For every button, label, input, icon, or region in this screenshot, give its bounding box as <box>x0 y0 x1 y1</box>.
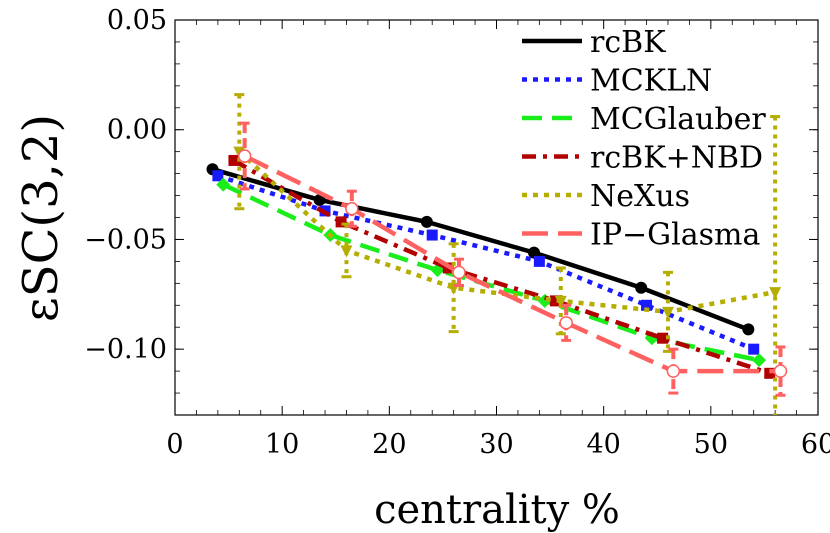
data-point <box>345 201 359 216</box>
legend-label: NeXus <box>590 179 690 214</box>
data-point <box>528 246 541 259</box>
series-nexus <box>233 93 782 415</box>
legend-label: IP−Glasma <box>590 218 760 253</box>
legend-label: rcBK <box>590 25 666 60</box>
data-point <box>335 216 347 228</box>
data-point <box>661 306 674 319</box>
x-tick-label: 30 <box>479 429 513 460</box>
tick-labels: 0 10 20 30 40 50 60 0.05 0.00 −0.05 −0.10 <box>84 5 830 460</box>
series-line <box>217 173 755 352</box>
y-tick-label: 0.05 <box>107 5 167 36</box>
series-layer <box>206 93 788 415</box>
legend-label: MCGlauber <box>590 102 766 137</box>
data-point <box>657 332 669 344</box>
data-point <box>635 281 648 294</box>
x-tick-label: 50 <box>694 429 728 460</box>
data-point <box>752 353 767 368</box>
y-tick-label: −0.05 <box>84 224 167 255</box>
data-point <box>554 295 567 308</box>
data-point <box>426 229 438 241</box>
x-axis-title: centrality % <box>374 487 620 533</box>
data-point <box>533 255 545 267</box>
x-tick-label: 20 <box>372 429 406 460</box>
x-tick-label: 40 <box>586 429 620 460</box>
series-ip-glasma <box>237 121 788 397</box>
y-axis-title: εSC(3,2) <box>13 114 69 322</box>
data-point <box>748 343 760 355</box>
data-point <box>549 295 561 307</box>
series-line <box>232 158 771 376</box>
data-point <box>340 245 353 258</box>
data-point <box>420 215 433 228</box>
data-point <box>452 265 466 280</box>
y-tick-label: −0.10 <box>84 334 167 365</box>
data-point <box>237 149 252 163</box>
x-tick-label: 10 <box>265 429 299 460</box>
series-line <box>222 182 760 363</box>
y-tick-label: 0.00 <box>107 115 167 146</box>
data-point <box>216 177 231 192</box>
x-tick-label: 60 <box>801 429 830 460</box>
data-point <box>773 364 788 378</box>
series-line <box>237 150 776 315</box>
data-point <box>559 316 573 330</box>
legend-label: rcBK+NBD <box>590 141 763 176</box>
data-point <box>212 170 224 182</box>
data-point <box>313 193 326 206</box>
data-point <box>641 299 653 311</box>
legend-label: MCKLN <box>590 64 712 99</box>
data-point <box>666 364 681 378</box>
series-line <box>211 167 750 332</box>
axes <box>174 19 819 416</box>
data-point <box>769 287 782 300</box>
data-point <box>742 323 755 336</box>
series-line <box>243 154 781 374</box>
data-point <box>228 154 240 166</box>
x-tick-label: 0 <box>166 429 183 460</box>
